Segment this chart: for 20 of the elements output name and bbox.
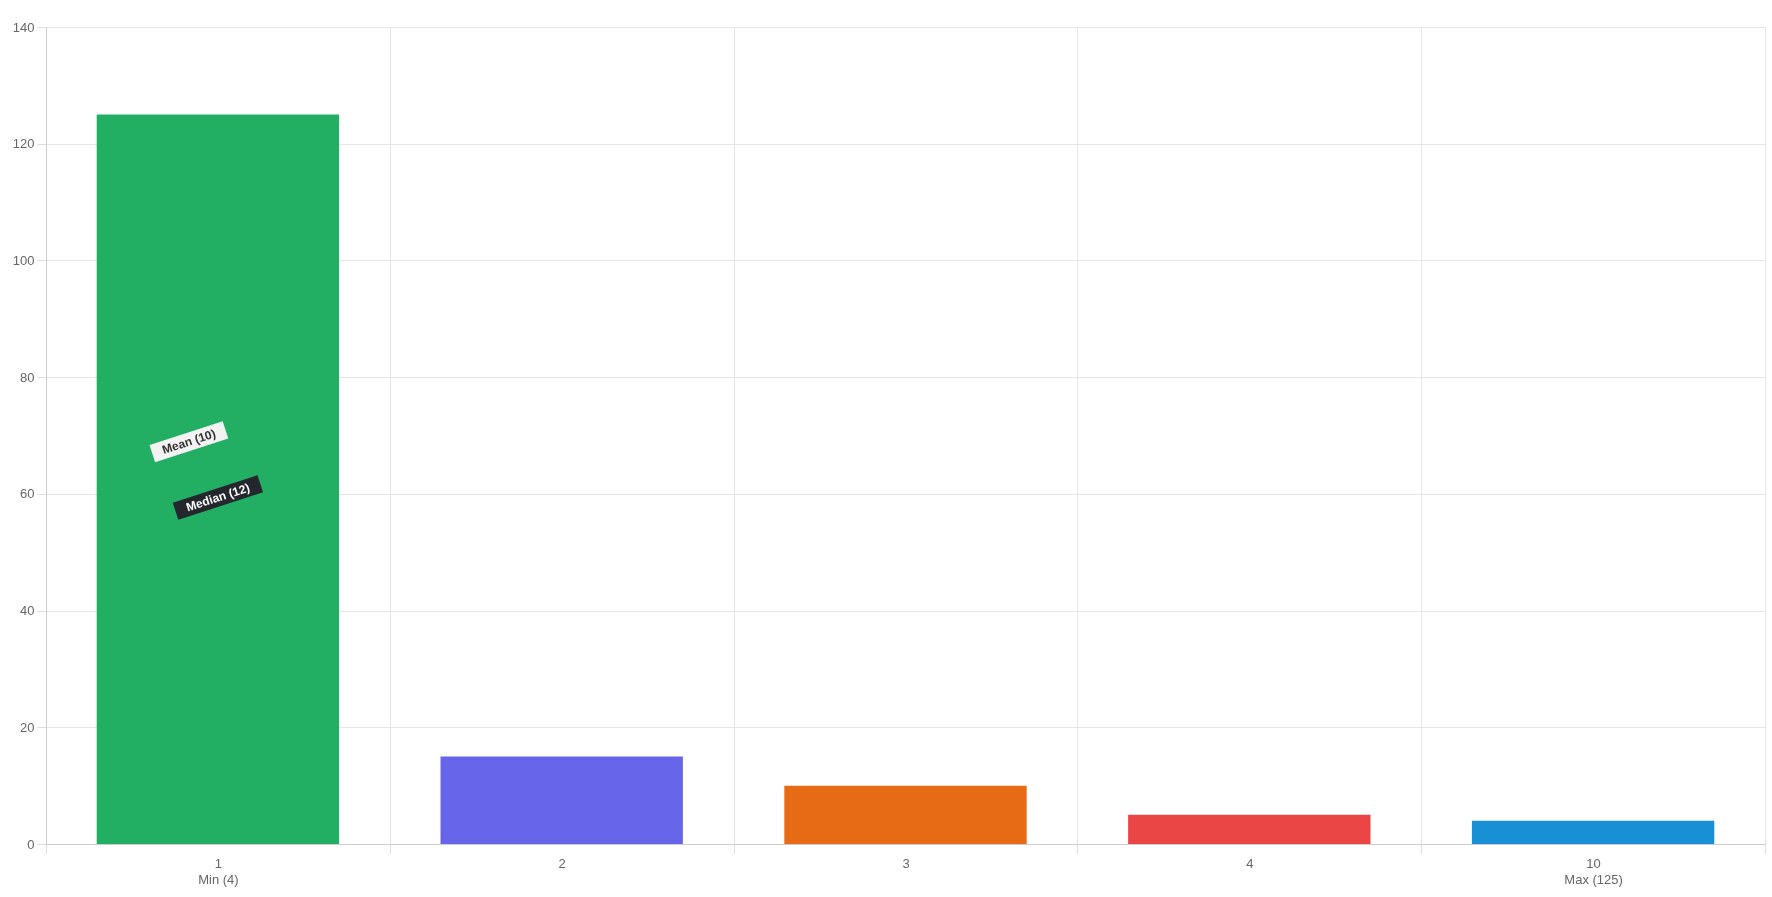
x-tick-label: 1 Min (4) <box>198 855 239 887</box>
x-tick-label: 10 Max (125) <box>1564 855 1623 887</box>
y-tick-label: 40 <box>20 603 35 619</box>
bar <box>1128 814 1371 844</box>
x-tick-label: 2 <box>558 855 566 871</box>
y-tick-label: 140 <box>12 19 35 35</box>
bar <box>96 114 340 844</box>
x-tick-label: 4 <box>1246 855 1254 871</box>
y-tick-label: 100 <box>12 252 35 268</box>
y-tick-label: 80 <box>20 369 35 385</box>
bar <box>784 785 1027 844</box>
bar <box>440 756 683 844</box>
annotation: Median (12) <box>184 480 252 515</box>
annotation: Mean (10) <box>160 426 218 457</box>
y-tick-label: 20 <box>20 719 35 735</box>
y-tick-label: 0 <box>27 836 35 852</box>
x-tick-label: 3 <box>902 855 910 871</box>
bar <box>1471 820 1715 844</box>
y-tick-label: 120 <box>12 136 35 152</box>
y-tick-label: 60 <box>20 486 35 502</box>
